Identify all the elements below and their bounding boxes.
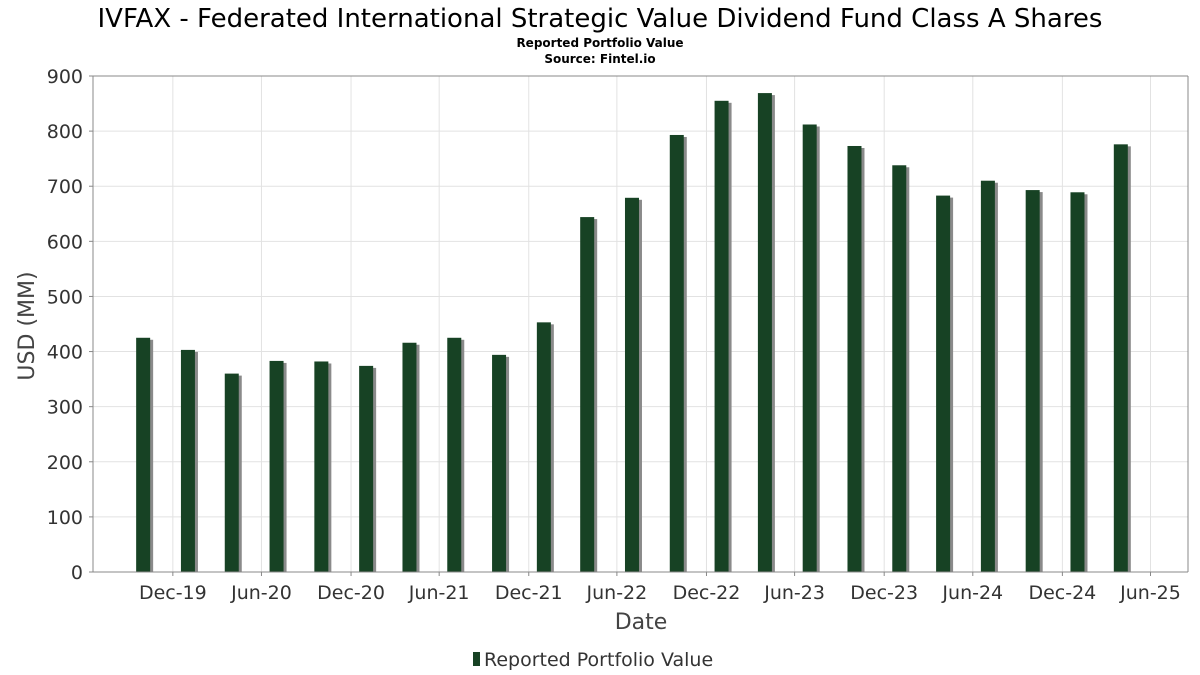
x-axis-ticks: Dec-19 Jun-20 Dec-20 Jun-21 Dec-21 Jun-22 Dec-… [139,572,1181,604]
bar [847,145,862,573]
x-tick-label: Jun-24 [941,582,1003,604]
bar [892,165,907,572]
bar [980,180,995,572]
y-tick-label: 500 [47,286,83,308]
x-tick-label: Jun-25 [1119,582,1181,604]
y-axis-label: USD (MM) [15,271,40,380]
x-tick-label: Jun-23 [763,582,825,604]
legend-swatch [473,652,480,666]
bar [136,337,151,572]
legend: Reported Portfolio Value [473,649,713,671]
y-axis-ticks: 0 100 200 300 400 500 600 700 800 900 [47,66,93,584]
bar [802,124,817,573]
chart-title: IVFAX - Federated International Strategi… [98,4,1103,34]
bar [714,100,729,573]
chart-subtitle: Reported Portfolio Value [516,36,683,50]
bar [669,134,684,573]
y-tick-label: 400 [47,342,83,364]
x-tick-label: Dec-23 [850,582,918,604]
bar [580,217,595,572]
bar [536,322,551,572]
chart-source: Source: Fintel.io [544,52,655,66]
bar [402,342,417,572]
bar [180,349,195,572]
x-tick-label: Dec-20 [317,582,385,604]
y-tick-label: 200 [47,452,83,474]
y-tick-label: 900 [47,66,83,88]
y-tick-label: 0 [71,562,83,584]
bar [269,360,284,572]
y-tick-label: 700 [47,176,83,198]
bar [224,373,239,572]
y-tick-label: 300 [47,397,83,419]
x-tick-label: Jun-21 [408,582,470,604]
x-tick-label: Jun-20 [230,582,292,604]
bar [1070,192,1085,573]
bar [1025,190,1040,572]
bar [936,195,951,572]
bar [314,361,329,572]
bars [136,93,1131,573]
x-tick-label: Dec-24 [1028,582,1096,604]
x-tick-label: Jun-22 [586,582,648,604]
bar [447,337,462,572]
y-tick-label: 800 [47,121,83,143]
legend-label: Reported Portfolio Value [484,649,713,671]
bar [359,365,374,572]
y-tick-label: 100 [47,507,83,529]
x-axis-label: Date [615,610,668,635]
x-tick-label: Dec-19 [139,582,207,604]
y-tick-label: 600 [47,231,83,253]
axes [92,75,1189,573]
bar [624,197,639,572]
bar [492,354,507,572]
x-tick-label: Dec-22 [673,582,741,604]
bar [757,93,772,572]
bar [1113,144,1128,573]
x-tick-label: Dec-21 [495,582,563,604]
